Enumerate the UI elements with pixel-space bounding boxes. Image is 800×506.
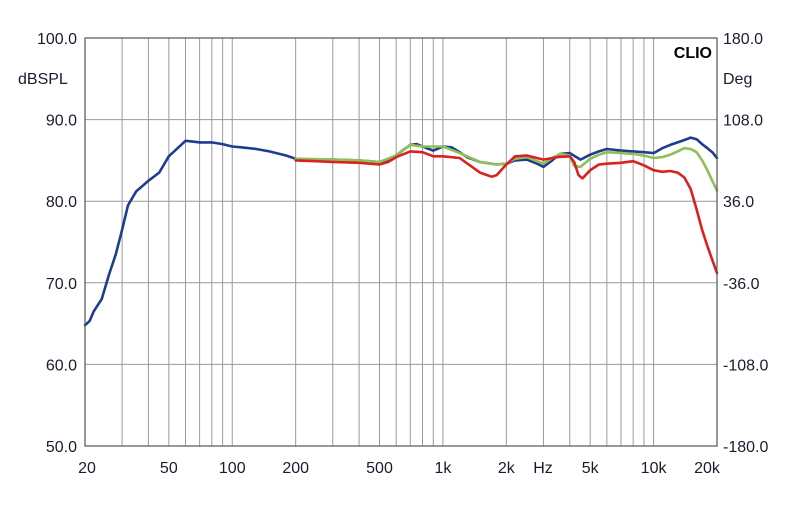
y-tick-label: 70.0	[46, 276, 77, 293]
y2-tick-label: 108.0	[723, 113, 763, 130]
red-response-curve	[294, 150, 719, 275]
x-tick-label: 10k	[641, 460, 668, 477]
x-tick-label: 5k	[582, 460, 600, 477]
labels: dBSPL Deg CLIO Hz 100.0 90.0 80.0 70.0 60.0 5…	[18, 31, 768, 477]
y2-tick-label: -180.0	[723, 439, 768, 456]
y2-tick-label: -108.0	[723, 357, 768, 374]
x-tick-label: 500	[366, 460, 393, 477]
y-tick-label: 80.0	[46, 194, 77, 211]
y-tick-label: 90.0	[46, 113, 77, 130]
clio-brand-label: CLIO	[674, 45, 712, 62]
y-tick-label: 50.0	[46, 439, 77, 456]
x-tick-label: 20	[78, 460, 96, 477]
grid	[85, 38, 717, 446]
y2-tick-label: 180.0	[723, 31, 763, 48]
y2-tick-label: -36.0	[723, 276, 760, 293]
x-tick-label: 100	[219, 460, 246, 477]
y-axis-right-label: Deg	[723, 71, 752, 88]
plot-frame	[84, 37, 718, 447]
y-tick-label: 60.0	[46, 357, 77, 374]
x-tick-label: 1k	[434, 460, 452, 477]
y2-tick-label: 36.0	[723, 194, 754, 211]
x-axis-unit-label: Hz	[533, 460, 553, 477]
y-axis-left-label: dBSPL	[18, 71, 68, 88]
y-tick-label: 100.0	[37, 31, 77, 48]
x-tick-label: 20k	[694, 460, 721, 477]
curves	[83, 136, 719, 327]
x-tick-label: 50	[160, 460, 178, 477]
x-tick-label: 2k	[498, 460, 516, 477]
x-tick-label: 200	[282, 460, 309, 477]
plot-background	[85, 38, 717, 446]
